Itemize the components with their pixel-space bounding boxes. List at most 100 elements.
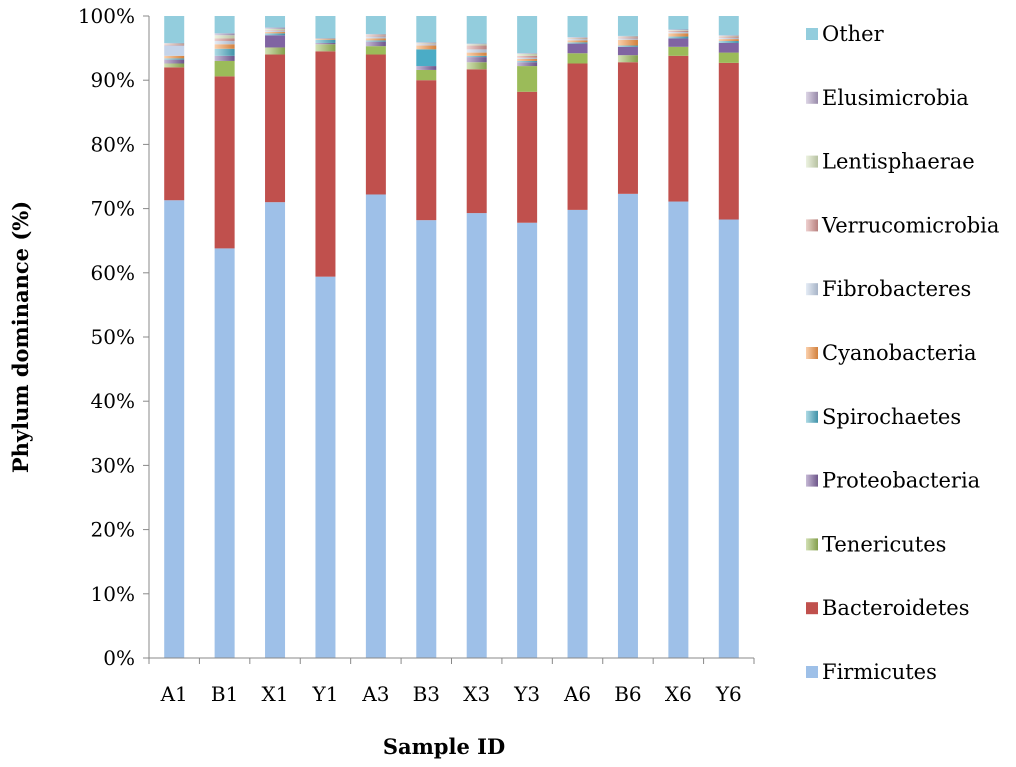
legend-label-tenericutes: Tenericutes	[822, 532, 946, 556]
bar-segment-tenericutes-y1	[315, 44, 336, 52]
bar-segment-fibrobacteres-b3	[416, 44, 437, 46]
legend-label-spirochaetes: Spirochaetes	[822, 405, 961, 429]
bar-segment-bacteroidetes-a1	[164, 67, 185, 201]
bar-segment-fibrobacteres-a6	[567, 39, 588, 41]
bar-segment-bacteroidetes-y6	[718, 62, 739, 220]
bar-segment-fibrobacteres-b6	[617, 38, 638, 40]
bar-segment-proteobacteria-y3	[517, 62, 538, 67]
y-tick-label: 20%	[91, 518, 135, 542]
bar-segment-other-y3	[517, 16, 538, 54]
y-tick-label: 40%	[91, 389, 135, 413]
x-tick-label: Y6	[715, 682, 742, 706]
x-tick-label: A3	[361, 682, 389, 706]
legend-swatch-verrucomicrobia	[806, 219, 818, 232]
bar-segment-verrucomicrobia-x3	[466, 45, 487, 50]
x-tick-label: X1	[262, 682, 289, 706]
bar-segment-bacteroidetes-x6	[668, 55, 689, 202]
legend-label-lentisphaerae: Lentisphaerae	[822, 150, 975, 174]
y-tick-label: 50%	[91, 325, 135, 349]
bar-segment-verrucomicrobia-a3	[365, 35, 386, 37]
bar-segment-verrucomicrobia-b6	[617, 37, 638, 39]
bar-segment-verrucomicrobia-y6	[718, 36, 739, 38]
bar-segment-other-x3	[466, 16, 487, 44]
bar-segment-tenericutes-x3	[466, 62, 487, 70]
bar-segment-elusimicrobia-y6	[718, 35, 739, 36]
bar-segment-other-b6	[617, 16, 638, 36]
bar-segment-elusimicrobia-a6	[567, 37, 588, 38]
bar-segment-firmicutes-a6	[567, 209, 588, 658]
bar-segment-lentisphaerae-y3	[517, 53, 538, 56]
bar-segment-elusimicrobia-b3	[416, 42, 437, 43]
bar-segment-lentisphaerae-b3	[416, 42, 437, 44]
bar-segment-firmicutes-y3	[517, 222, 538, 658]
bar-segment-fibrobacteres-x1	[265, 30, 286, 33]
bar-segment-tenericutes-x6	[668, 46, 689, 56]
y-tick-label: 90%	[91, 68, 135, 92]
bar-segment-cyanobacteria-x1	[265, 32, 286, 34]
bar-segment-bacteroidetes-y1	[315, 51, 336, 277]
bar-segment-elusimicrobia-a3	[365, 33, 386, 35]
x-tick-label: Y1	[311, 682, 338, 706]
y-tick-label: 10%	[91, 582, 135, 606]
bar-segment-bacteroidetes-x1	[265, 54, 286, 203]
legend-swatch-other	[806, 28, 818, 40]
legend-swatch-spirochaetes	[806, 410, 818, 423]
bar-segment-other-b3	[416, 16, 437, 43]
bar-segment-bacteroidetes-b6	[617, 62, 638, 194]
bar-segment-firmicutes-y6	[718, 219, 739, 658]
legend: Other Elusimicrobia Lentisphaerae Verrucomi…	[806, 22, 999, 684]
legend-swatch-firmicutes	[806, 666, 818, 678]
bar-segment-lentisphaerae-b6	[617, 36, 638, 38]
bar-segment-verrucomicrobia-x6	[668, 30, 689, 33]
bar-segment-cyanobacteria-a6	[567, 40, 588, 43]
bar-segment-bacteroidetes-b3	[416, 80, 437, 221]
bar-segment-lentisphaerae-y6	[718, 35, 739, 37]
y-tick-label: 80%	[91, 132, 135, 156]
bar-segment-fibrobacteres-y3	[517, 57, 538, 60]
bar-segment-bacteroidetes-b1	[214, 76, 235, 249]
axes-layer: 0% 10% 20% 30% 40% 50% 60% 70% 80% 90% 100% A1 B1 X1 Y…	[78, 4, 755, 706]
bar-segment-cyanobacteria-b6	[617, 39, 638, 46]
legend-swatch-elusimicrobia	[806, 91, 818, 104]
legend-swatch-bacteroidetes	[806, 602, 818, 615]
bar-segment-firmicutes-x3	[466, 213, 487, 658]
bar-segment-verrucomicrobia-x1	[265, 30, 286, 31]
bar-segment-other-x6	[668, 16, 689, 30]
bar-segment-other-a6	[567, 16, 588, 38]
bar-segment-spirochaetes-y1	[315, 39, 336, 43]
bar-segment-elusimicrobia-x6	[668, 29, 689, 31]
bar-segment-spirochaetes-y6	[718, 41, 739, 43]
legend-label-verrucomicrobia: Verrucomicrobia	[821, 213, 999, 237]
bar-segment-firmicutes-x6	[668, 201, 689, 658]
bar-segment-verrucomicrobia-b3	[416, 43, 437, 45]
bar-segment-proteobacteria-b3	[416, 66, 437, 70]
bars-layer	[164, 16, 739, 659]
bar-segment-elusimicrobia-y3	[517, 53, 538, 54]
bar-segment-cyanobacteria-a3	[365, 38, 386, 41]
bar-segment-lentisphaerae-x6	[668, 30, 689, 31]
bar-segment-spirochaetes-a3	[365, 40, 386, 42]
bar-segment-lentisphaerae-b1	[214, 35, 235, 39]
bar-segment-fibrobacteres-a1	[164, 45, 185, 56]
bar-segment-other-b1	[214, 16, 235, 34]
bar-segment-verrucomicrobia-a1	[164, 44, 185, 46]
bar-segment-fibrobacteres-b1	[214, 41, 235, 45]
x-tick-label: A1	[160, 682, 188, 706]
bar-segment-cyanobacteria-a1	[164, 55, 185, 59]
bar-segment-other-a1	[164, 16, 185, 43]
bar-segment-other-a3	[365, 16, 386, 34]
bar-segment-bacteroidetes-a6	[567, 63, 588, 210]
bar-segment-other-y1	[315, 16, 336, 39]
bar-segment-cyanobacteria-x3	[466, 52, 487, 56]
legend-swatch-tenericutes	[806, 538, 818, 551]
legend-label-elusimicrobia: Elusimicrobia	[822, 86, 969, 110]
bar-segment-spirochaetes-x1	[265, 33, 286, 36]
bar-segment-verrucomicrobia-y3	[517, 55, 538, 58]
bar-segment-verrucomicrobia-b1	[214, 38, 235, 42]
bar-segment-lentisphaerae-a1	[164, 43, 185, 45]
bar-segment-lentisphaerae-a6	[567, 37, 588, 39]
bar-segment-spirochaetes-a6	[567, 42, 588, 44]
legend-swatch-fibrobacteres	[806, 283, 818, 296]
bar-segment-cyanobacteria-b3	[416, 45, 437, 50]
bar-segment-cyanobacteria-y1	[315, 39, 336, 40]
